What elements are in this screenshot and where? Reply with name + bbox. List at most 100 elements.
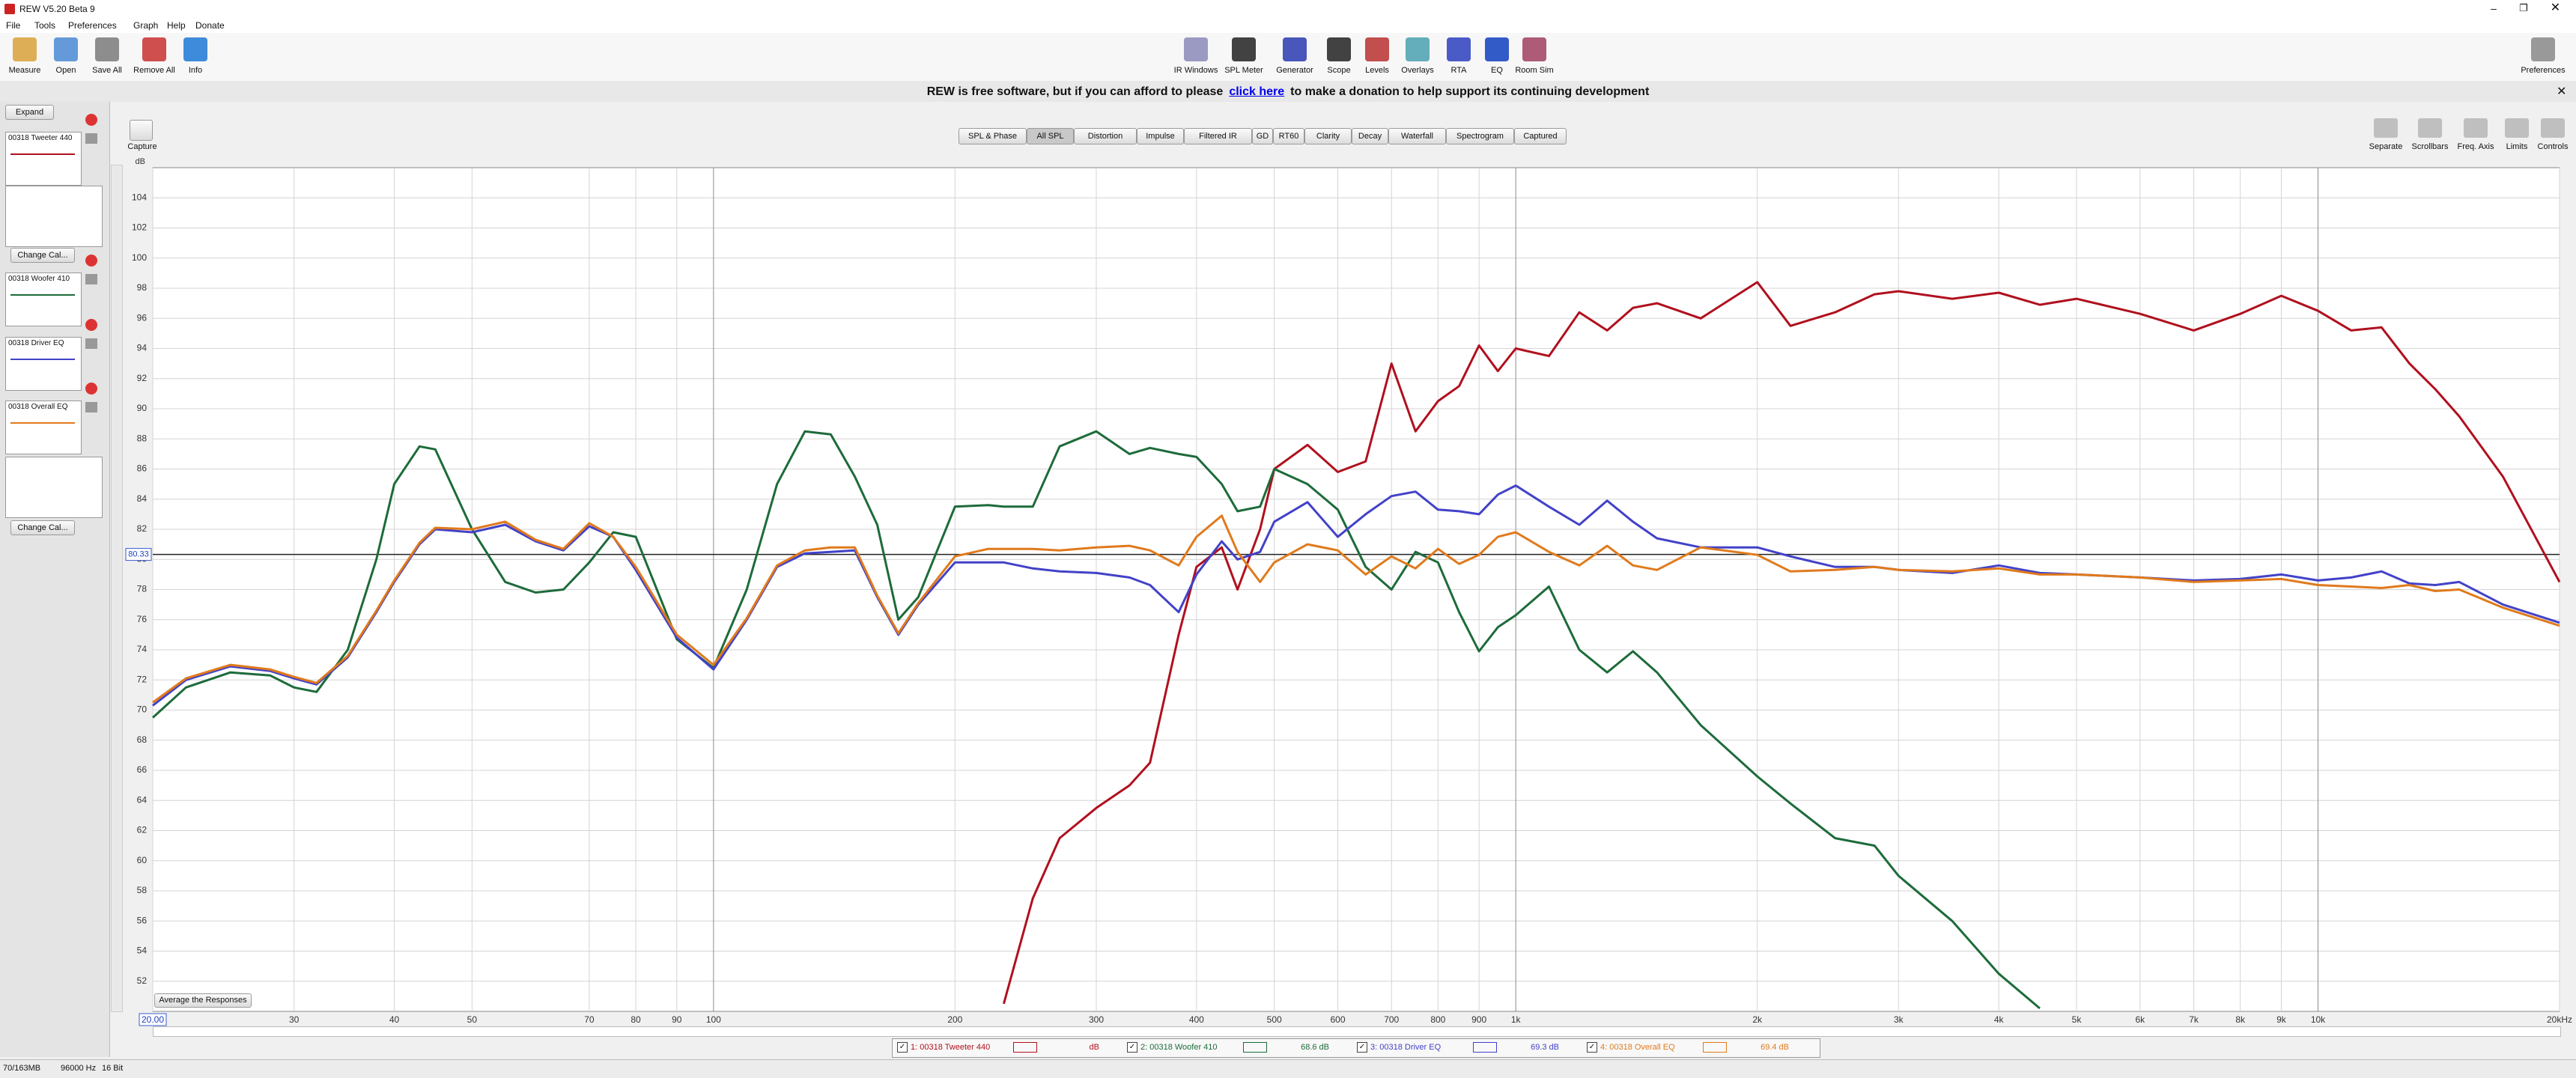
y-tick-label: 104 xyxy=(132,192,147,202)
banner-link[interactable]: click here xyxy=(1229,85,1285,98)
y-tick-label: 52 xyxy=(137,975,148,986)
toolbar-icon[interactable] xyxy=(1485,37,1509,61)
control-icon[interactable] xyxy=(2541,118,2565,138)
y-tick-label: 72 xyxy=(137,674,148,684)
control-icon[interactable] xyxy=(2374,118,2398,138)
graph-tab[interactable]: Waterfall xyxy=(1388,128,1446,144)
legend-checkbox[interactable]: ✓ xyxy=(1587,1042,1597,1053)
y-tick-label: 96 xyxy=(137,312,148,323)
menu-item[interactable]: Donate xyxy=(195,20,225,31)
minimize-button[interactable]: – xyxy=(2491,2,2497,14)
toolbar-icon[interactable] xyxy=(1406,37,1430,61)
toolbar-label[interactable]: Save All xyxy=(92,66,122,75)
toolbar-label[interactable]: SPL Meter xyxy=(1224,66,1263,75)
legend-checkbox[interactable]: ✓ xyxy=(897,1042,908,1053)
measurement-icon[interactable] xyxy=(85,133,97,144)
graph-tab[interactable]: RT60 xyxy=(1273,128,1304,144)
graph-tab[interactable]: SPL & Phase xyxy=(959,128,1027,144)
measurement-icon[interactable] xyxy=(85,338,97,349)
toolbar-label[interactable]: Scope xyxy=(1327,66,1351,75)
remove-icon[interactable] xyxy=(85,383,97,395)
toolbar-label[interactable]: Info xyxy=(188,66,203,75)
toolbar-icon[interactable] xyxy=(183,37,207,61)
y-tick-label: 70 xyxy=(137,704,148,715)
measurement-thumbnail[interactable]: 00318 Woofer 410 xyxy=(5,272,82,326)
toolbar-label[interactable]: RTA xyxy=(1450,66,1467,75)
measurement-thumbnail[interactable]: 00318 Overall EQ xyxy=(5,401,82,454)
toolbar-icon[interactable] xyxy=(142,37,166,61)
x-tick-label: 30 xyxy=(289,1014,300,1025)
control-icon[interactable] xyxy=(2418,118,2442,138)
toolbar-label[interactable]: Open xyxy=(55,66,76,75)
toolbar-icon[interactable] xyxy=(1327,37,1351,61)
toolbar-label[interactable]: Generator xyxy=(1276,66,1313,75)
banner-close[interactable]: ✕ xyxy=(2557,85,2567,98)
horizontal-scrollbar[interactable] xyxy=(153,1026,2561,1037)
measurement-icon[interactable] xyxy=(85,402,97,412)
control-icon[interactable] xyxy=(2505,118,2529,138)
toolbar-icon[interactable] xyxy=(13,37,37,61)
y-tick-label: 98 xyxy=(137,282,148,293)
maximize-button[interactable]: ❐ xyxy=(2519,2,2528,13)
control-label[interactable]: Controls xyxy=(2537,142,2569,151)
graph-tab[interactable]: Impulse xyxy=(1137,128,1184,144)
close-button[interactable]: ✕ xyxy=(2550,1,2561,14)
graph-tab[interactable]: Decay xyxy=(1352,128,1388,144)
graph-tab[interactable]: All SPL xyxy=(1027,128,1074,144)
toolbar-icon[interactable] xyxy=(54,37,78,61)
menu-item[interactable]: Graph xyxy=(133,20,159,31)
toolbar-label[interactable]: EQ xyxy=(1491,66,1503,75)
graph-tab[interactable]: Filtered IR xyxy=(1184,128,1252,144)
menu-item[interactable]: Help xyxy=(167,20,186,31)
measurement-thumbnail[interactable]: 00318 Driver EQ xyxy=(5,337,82,391)
capture-label[interactable]: Capture xyxy=(127,142,157,151)
expand-button[interactable]: Expand xyxy=(5,105,54,120)
legend-checkbox[interactable]: ✓ xyxy=(1127,1042,1137,1053)
y-tick-label: 86 xyxy=(137,463,148,474)
toolbar-label[interactable]: Overlays xyxy=(1401,66,1434,75)
graph-tab[interactable]: Spectrogram xyxy=(1446,128,1514,144)
graph-tab[interactable]: Captured xyxy=(1514,128,1567,144)
control-label[interactable]: Limits xyxy=(2506,142,2528,151)
menu-item[interactable]: File xyxy=(6,20,21,31)
control-label[interactable]: Freq. Axis xyxy=(2457,142,2494,151)
graph-tab[interactable]: GD xyxy=(1252,128,1273,144)
panel-scrollbar[interactable] xyxy=(111,165,123,1012)
toolbar-label[interactable]: Measure xyxy=(8,66,41,75)
remove-icon[interactable] xyxy=(85,255,97,267)
menu-item[interactable]: Preferences xyxy=(68,20,117,31)
toolbar-label[interactable]: Room Sim xyxy=(1515,66,1554,75)
toolbar-icon[interactable] xyxy=(1522,37,1546,61)
remove-icon[interactable] xyxy=(85,114,97,126)
menu-bar xyxy=(0,18,2576,33)
average-button[interactable]: Average the Responses xyxy=(154,993,252,1008)
toolbar-icon[interactable] xyxy=(1365,37,1389,61)
legend-checkbox[interactable]: ✓ xyxy=(1357,1042,1367,1053)
toolbar-icon[interactable] xyxy=(1447,37,1471,61)
menu-item[interactable]: Tools xyxy=(34,20,56,31)
toolbar-icon[interactable] xyxy=(1283,37,1307,61)
x-tick-label: 50 xyxy=(467,1014,478,1025)
toolbar-label[interactable]: Levels xyxy=(1365,66,1389,75)
toolbar-label[interactable]: Remove All xyxy=(133,66,175,75)
toolbar-icon[interactable] xyxy=(2531,37,2555,61)
legend-value: 69.3 dB xyxy=(1531,1043,1559,1052)
legend-bar xyxy=(892,1038,1820,1058)
toolbar-icon[interactable] xyxy=(95,37,119,61)
graph-tab[interactable]: Distortion xyxy=(1074,128,1137,144)
measurement-thumbnail[interactable]: 00318 Tweeter 440 xyxy=(5,132,82,186)
control-label[interactable]: Separate xyxy=(2369,142,2403,151)
control-label[interactable]: Scrollbars xyxy=(2411,142,2449,151)
control-icon[interactable] xyxy=(2464,118,2488,138)
remove-icon[interactable] xyxy=(85,319,97,331)
change-cal-button[interactable]: Change Cal... xyxy=(10,520,75,535)
toolbar-icon[interactable] xyxy=(1232,37,1256,61)
toolbar-icon[interactable] xyxy=(1184,37,1208,61)
change-cal-button[interactable]: Change Cal... xyxy=(10,248,75,263)
capture-button[interactable] xyxy=(130,120,153,141)
graph-tab[interactable]: Clarity xyxy=(1304,128,1352,144)
measurement-label: 00318 Overall EQ xyxy=(8,403,68,411)
toolbar-label[interactable]: IR Windows xyxy=(1173,66,1218,75)
toolbar-label[interactable]: Preferences xyxy=(2521,66,2566,75)
measurement-icon[interactable] xyxy=(85,274,97,284)
